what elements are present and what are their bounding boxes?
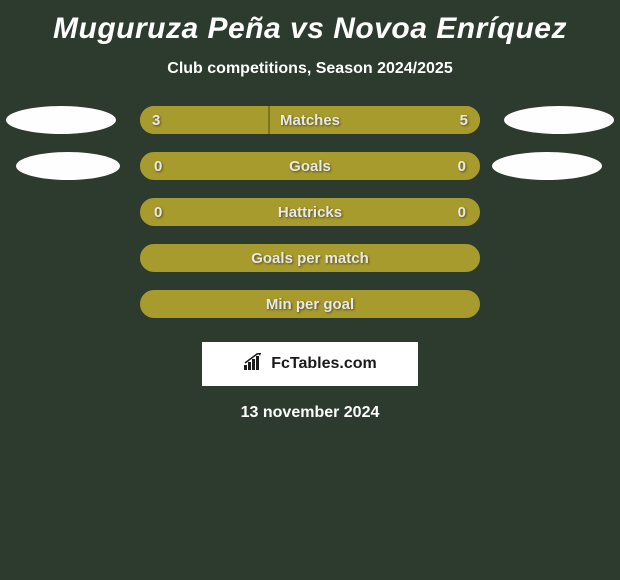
stat-bar: 0 0 Goals (140, 152, 480, 180)
stat-bar: Goals per match (140, 244, 480, 272)
player-right-marker (504, 106, 614, 134)
brand-badge: FcTables.com (202, 342, 418, 386)
stat-value-right: 0 (458, 204, 466, 221)
player-right-marker (492, 152, 602, 180)
stat-row: 0 0 Hattricks (0, 198, 620, 226)
date-text: 13 november 2024 (241, 404, 380, 422)
brand-text: FcTables.com (271, 355, 377, 373)
stat-row: 3 5 Matches (0, 106, 620, 134)
stat-row: 0 0 Goals (0, 152, 620, 180)
stat-label: Goals (289, 158, 331, 175)
stat-value-right: 0 (458, 158, 466, 175)
stat-label: Goals per match (251, 250, 369, 267)
page-title: Muguruza Peña vs Novoa Enríquez (53, 12, 567, 46)
infographic-root: Muguruza Peña vs Novoa Enríquez Club com… (0, 0, 620, 422)
stat-bar: 0 0 Hattricks (140, 198, 480, 226)
stat-value-left: 0 (154, 204, 162, 221)
stat-row: Goals per match (0, 244, 620, 272)
stat-row: Min per goal (0, 290, 620, 318)
page-subtitle: Club competitions, Season 2024/2025 (167, 60, 452, 78)
chart-icon (243, 353, 265, 376)
stat-value-left: 0 (154, 158, 162, 175)
player-left-marker (16, 152, 120, 180)
player-left-marker (6, 106, 116, 134)
stat-label: Min per goal (266, 296, 354, 313)
stat-label: Hattricks (278, 204, 342, 221)
stat-label: Matches (280, 112, 340, 129)
stats-area: 3 5 Matches 0 0 Goals 0 0 Hattricks Goals per mat… (0, 106, 620, 318)
stat-value-left: 3 (152, 112, 160, 129)
stat-bar: Min per goal (140, 290, 480, 318)
stat-value-right: 5 (460, 112, 468, 129)
stat-bar: 3 5 Matches (140, 106, 480, 134)
